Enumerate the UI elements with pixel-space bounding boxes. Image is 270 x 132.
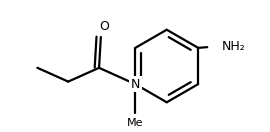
Text: O: O: [99, 20, 109, 33]
Text: NH₂: NH₂: [222, 40, 245, 53]
Text: N: N: [131, 78, 140, 91]
Text: Me: Me: [127, 117, 144, 128]
